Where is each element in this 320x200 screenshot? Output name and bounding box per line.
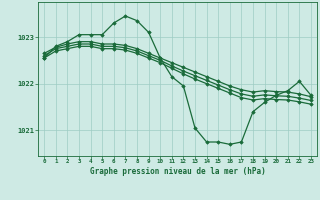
X-axis label: Graphe pression niveau de la mer (hPa): Graphe pression niveau de la mer (hPa) [90,167,266,176]
